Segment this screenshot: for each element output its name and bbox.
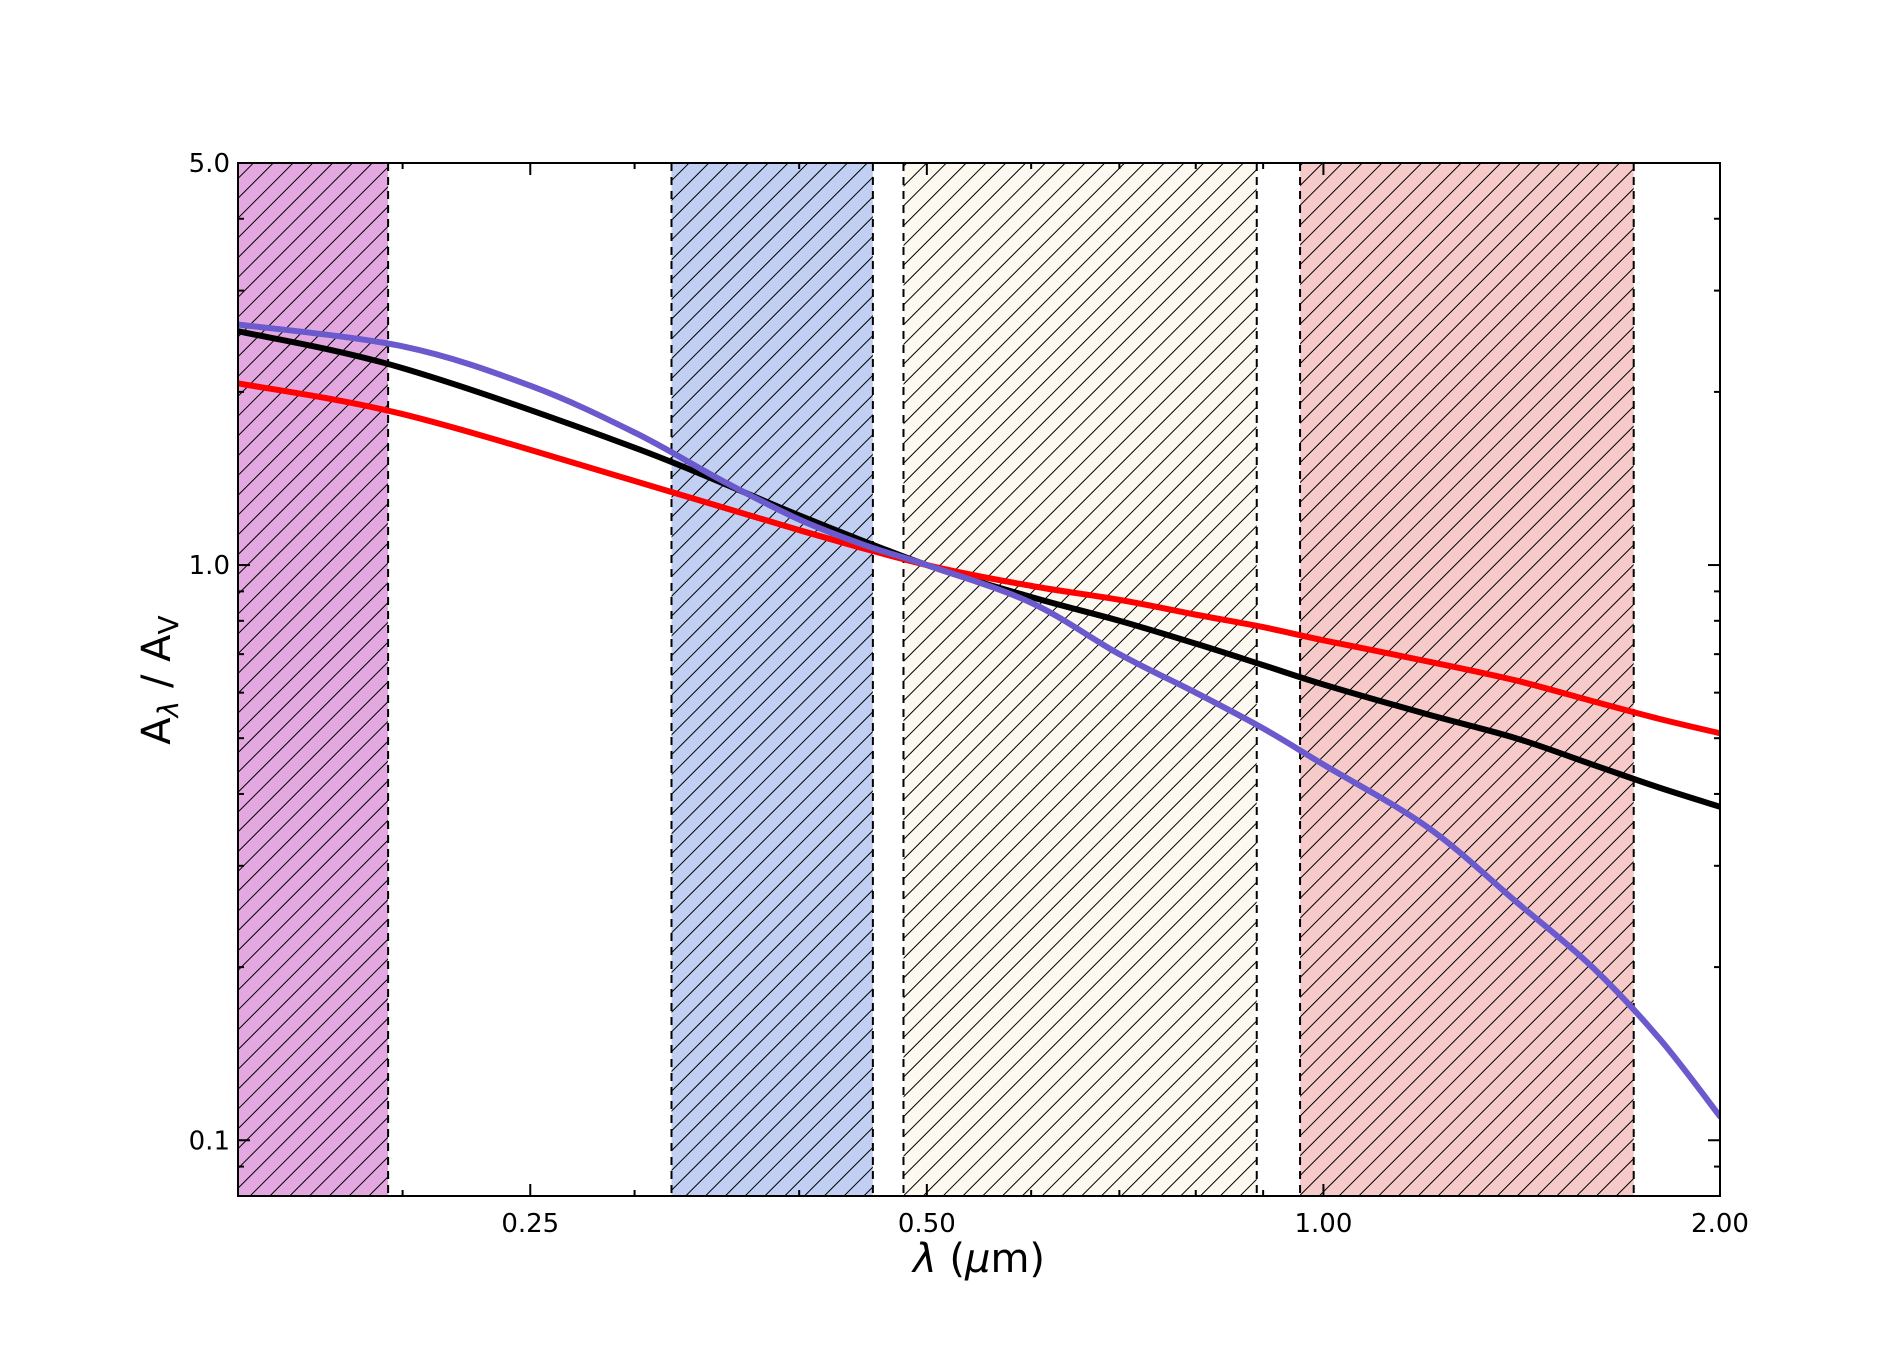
y-axis-label: Aλ / AV <box>134 615 185 744</box>
x-tick-labels: 0.25 0.50 1.00 2.00 <box>501 1209 1749 1239</box>
series-lines <box>238 321 1720 1120</box>
series-line-2 <box>238 380 1720 737</box>
x-tick-label: 2.00 <box>1691 1209 1749 1239</box>
y-tick-label: 0.1 <box>189 1126 230 1156</box>
x-tick-label: 0.50 <box>898 1209 956 1239</box>
y-tick-labels: 0.1 1.0 5.0 <box>189 149 230 1156</box>
series-line-1 <box>238 328 1720 810</box>
x-axis-label: λ (μm) <box>911 1236 1045 1282</box>
band-1-hatch <box>238 163 389 1196</box>
band-2-hatch <box>671 163 873 1196</box>
x-tick-label: 0.25 <box>501 1209 559 1239</box>
shaded-bands <box>238 163 1635 1196</box>
plot-frame <box>237 162 1721 1197</box>
band-3-hatch <box>903 163 1257 1196</box>
x-tick-label: 1.00 <box>1294 1209 1352 1239</box>
series-line-3 <box>238 321 1720 1120</box>
band-4-hatch <box>1300 163 1634 1196</box>
y-tick-label: 1.0 <box>189 551 230 581</box>
y-tick-label: 5.0 <box>189 149 230 179</box>
